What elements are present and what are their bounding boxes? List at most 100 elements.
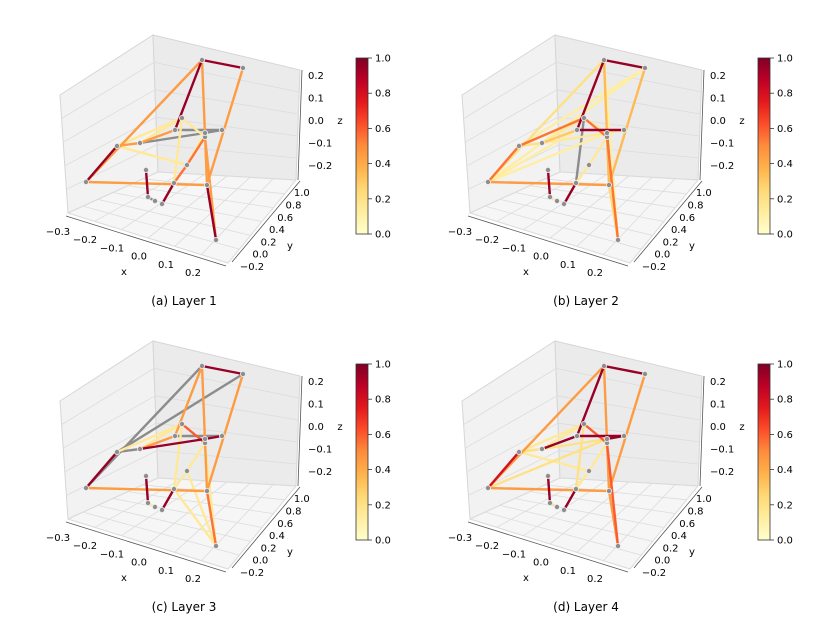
y-axis-line — [231, 486, 301, 569]
node-point — [620, 127, 627, 134]
grid-line — [156, 144, 297, 159]
y-axis-line — [633, 180, 703, 263]
node-point — [142, 166, 149, 173]
edge — [587, 135, 609, 167]
edge — [540, 434, 579, 451]
z-tick-label: 0.2 — [308, 377, 324, 388]
x-tick-label: −0.3 — [46, 533, 70, 544]
z-axis-line — [699, 375, 705, 487]
node-point — [158, 200, 165, 207]
edge — [205, 372, 245, 493]
colorbar-tick-label: 0.6 — [375, 124, 391, 135]
edge — [546, 474, 552, 505]
colorbar-tick-label: 0.2 — [375, 500, 391, 511]
panel-caption: (a) Layer 1 — [151, 294, 216, 308]
node-point — [83, 178, 90, 185]
node-point — [605, 487, 612, 494]
node-point — [239, 65, 246, 72]
y-tick-label: 0.6 — [277, 213, 293, 224]
edge — [205, 183, 218, 242]
node-point — [516, 448, 523, 455]
back-pane — [152, 340, 301, 487]
edge — [540, 66, 647, 145]
colorbar-tick-label: 1.0 — [375, 54, 391, 65]
edges — [486, 364, 647, 548]
grid-line — [142, 484, 285, 501]
z-tick-label: −0.1 — [308, 445, 332, 456]
edge — [185, 441, 207, 473]
panel-caption: (b) Layer 2 — [553, 294, 619, 308]
node-point — [580, 421, 587, 428]
y-tick-label: 0.6 — [277, 519, 293, 530]
edge — [84, 450, 119, 490]
edge — [582, 116, 609, 139]
z-axis-label: z — [337, 422, 342, 433]
edge — [486, 437, 609, 490]
node-point — [114, 448, 121, 455]
x-tick-label: 0.0 — [131, 558, 147, 569]
colorbar-tick-label: 1.0 — [375, 360, 391, 371]
edge — [138, 128, 177, 145]
edge — [602, 364, 647, 376]
x-axis-label: x — [121, 573, 127, 584]
y-axis-line — [633, 486, 703, 569]
x-tick-label: 0.2 — [185, 574, 201, 585]
z-tick-label: 0.0 — [710, 116, 726, 127]
colorbar-tick-label: 0.2 — [375, 194, 391, 205]
grid-line — [556, 395, 701, 421]
node-point — [614, 236, 621, 243]
edge — [602, 364, 611, 493]
node-point — [203, 181, 210, 188]
x-tick-label: −0.1 — [502, 549, 526, 560]
colorbar-tick-label: 1.0 — [777, 54, 793, 65]
nodes — [485, 363, 648, 549]
edge — [602, 58, 611, 187]
edge — [185, 135, 207, 167]
node-point — [538, 139, 545, 146]
x-tick-label: −0.1 — [100, 549, 124, 560]
y-axis-label: y — [287, 241, 293, 252]
z-tick-label: 0.1 — [710, 94, 726, 105]
z-axis-label: z — [337, 116, 342, 127]
edge — [540, 422, 586, 451]
y-axis-label: y — [287, 547, 293, 558]
x-axis-label: x — [523, 267, 529, 278]
edge — [200, 364, 245, 376]
z-tick-label: 0.1 — [308, 400, 324, 411]
grid-line — [465, 395, 558, 449]
x-tick-label: −0.1 — [100, 243, 124, 254]
colorbar-tick-label: 0.8 — [777, 89, 793, 100]
y-tick-label: 1.0 — [294, 494, 310, 505]
x-tick-label: −0.3 — [448, 533, 472, 544]
edge — [574, 163, 591, 185]
y-tick-label: 0.0 — [654, 556, 670, 567]
colorbar-tick-label: 0.0 — [777, 536, 793, 547]
colorbar-tick-label: 0.4 — [777, 465, 793, 476]
z-tick-label: 0.0 — [710, 422, 726, 433]
edge — [200, 364, 209, 493]
z-axis-line — [297, 375, 303, 487]
y-axis-label: y — [689, 547, 695, 558]
node-point — [620, 433, 627, 440]
node-point — [144, 193, 151, 200]
colorbar-tick-label: 1.0 — [777, 360, 793, 371]
node-point — [218, 127, 225, 134]
node-point — [641, 371, 648, 378]
node-point — [142, 472, 149, 479]
y-axis-line — [231, 180, 301, 263]
node-point — [218, 433, 225, 440]
node-point — [178, 115, 185, 122]
edges — [486, 58, 647, 242]
x-tick-label: 0.0 — [533, 558, 549, 569]
grid-line — [61, 368, 155, 425]
grid-line — [156, 450, 297, 465]
grid-line — [555, 368, 702, 399]
node-point — [641, 65, 648, 72]
edge — [144, 168, 150, 199]
colorbar — [757, 363, 771, 541]
node-point — [171, 127, 178, 134]
y-tick-label: 0.8 — [286, 201, 302, 212]
edge — [517, 116, 586, 148]
colorbar-tick-label: 0.8 — [375, 89, 391, 100]
grid-line — [544, 484, 687, 501]
